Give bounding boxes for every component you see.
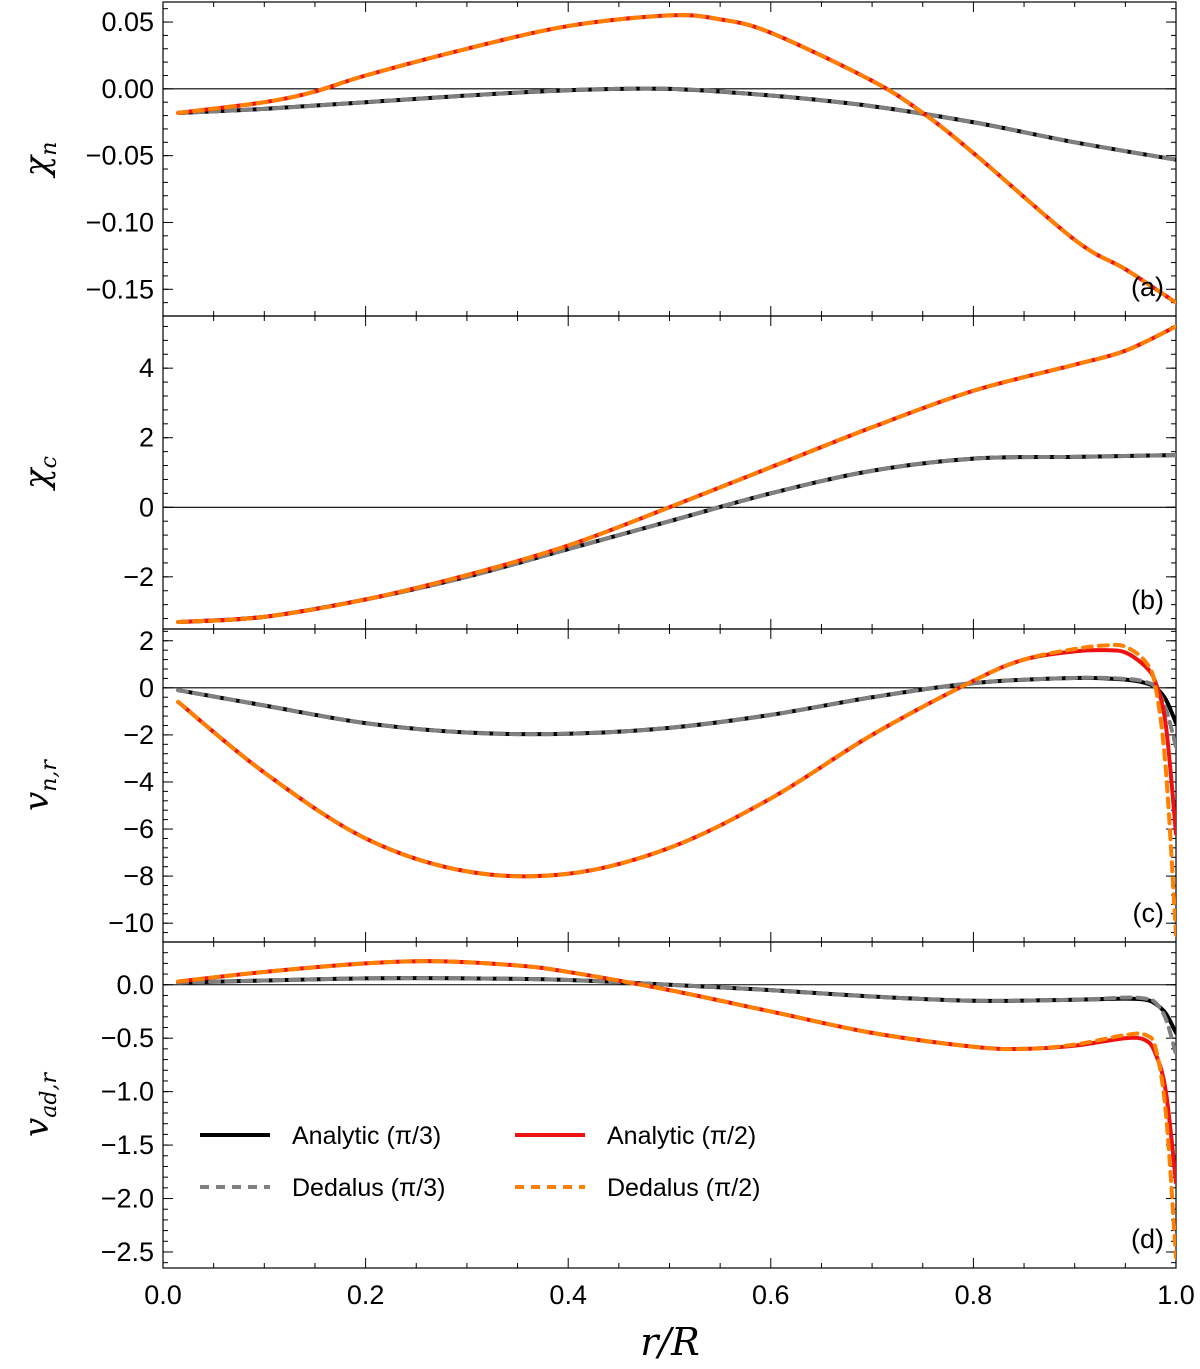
- panel-tag: (d): [1131, 1224, 1164, 1254]
- y-tick-label: 0: [139, 492, 154, 522]
- y-axis-label-sub: c: [37, 456, 62, 468]
- series-analytic-pi3: [176, 86, 1176, 162]
- y-tick-label: −0.15: [86, 274, 154, 304]
- legend-label: Analytic (π/3): [292, 1122, 441, 1150]
- legend-item-dedalus-pi2: Dedalus (π/2): [515, 1174, 760, 1202]
- x-tick-label: 0.6: [752, 1280, 790, 1310]
- y-tick-label: −1.5: [101, 1130, 154, 1160]
- series-analytic-pi2: [176, 324, 1176, 625]
- y-tick-label: 0.0: [116, 970, 154, 1000]
- panel-frame: [162, 1, 1177, 317]
- y-tick-label: −10: [108, 908, 154, 938]
- panels: 0.050.00−0.05−0.10−0.15 (a)χn420−2(b)χc20…: [17, 1, 1177, 1269]
- series-group: [176, 959, 1176, 1260]
- y-axis-label-main: χ: [17, 466, 57, 491]
- x-tick-label: 0.8: [955, 1280, 993, 1310]
- y-tick-label: −2.0: [101, 1184, 154, 1214]
- panel-d: 0.0 −0.5 −1.0 −1.5 −2.0 −2.5 (d) vad,r: [17, 941, 1177, 1269]
- y-tick-label: −2: [123, 562, 154, 592]
- y-axis-label-main: v: [17, 1118, 57, 1137]
- series-dedalus-pi3: [176, 86, 1176, 162]
- series-dedalus-pi2: [176, 642, 1176, 937]
- legend-label: Analytic (π/2): [607, 1122, 756, 1150]
- series-dedalus-pi3: [176, 453, 1176, 625]
- legend-item-dedalus-pi3: Dedalus (π/3): [200, 1174, 445, 1202]
- series-dedalus-pi2: [176, 13, 1176, 305]
- panel-frame: [162, 315, 1177, 630]
- y-tick-label: 0.05: [101, 7, 154, 37]
- y-tick-label: −1.0: [101, 1077, 154, 1107]
- y-tick-label: 2: [139, 626, 154, 656]
- y-tick-label: 0.00: [101, 74, 154, 104]
- y-axis-label-main: v: [17, 792, 57, 811]
- panel-c: 2 0 −2 −4 −6 −8 −10 (c) vn,r: [17, 626, 1177, 943]
- x-axis-label: r/R: [640, 1320, 700, 1364]
- y-axis-label: vad,r: [17, 1072, 62, 1137]
- y-tick-label: −2.5: [101, 1237, 154, 1267]
- x-tick-label: 0.4: [549, 1280, 587, 1310]
- y-tick-label: −4: [123, 767, 154, 797]
- series-dedalus-pi3: [176, 976, 1176, 1057]
- y-axis-label: χn: [17, 142, 62, 179]
- series-group: [176, 324, 1176, 625]
- y-tick-label: −0.10: [86, 207, 154, 237]
- series-dedalus-pi2: [176, 959, 1176, 1260]
- panel-b: 4 2 0 −2 (b) χc: [17, 315, 1177, 630]
- x-axis: 0.0 0.2 0.4 0.6 0.8 1.0: [144, 1280, 1195, 1310]
- series-analytic-pi3: [176, 453, 1176, 625]
- y-axis-label-sub: n,r: [37, 759, 62, 792]
- legend-item-analytic-pi2: Analytic (π/2): [515, 1122, 756, 1150]
- legend: Analytic (π/3) Analytic (π/2) Dedalus (π/3…: [200, 1122, 760, 1202]
- series-dedalus-pi2: [176, 324, 1176, 625]
- x-tick-label: 1.0: [1157, 1280, 1195, 1310]
- y-tick-label: −0.5: [101, 1023, 154, 1053]
- x-tick-label: 0.2: [347, 1280, 385, 1310]
- series-group: [176, 13, 1176, 305]
- y-axis-label: vn,r: [17, 759, 62, 811]
- series-analytic-pi2: [176, 13, 1176, 305]
- y-tick-label: −0.05: [86, 141, 154, 171]
- panel-a: 0.05 0.00 −0.05 −0.10 −0.15 (a) χn: [17, 1, 1177, 317]
- series-dedalus-pi3: [176, 675, 1176, 749]
- y-axis-label-sub: n: [37, 142, 62, 156]
- legend-label: Dedalus (π/2): [607, 1174, 760, 1202]
- series-analytic-pi2: [176, 648, 1176, 879]
- panel-tag: (b): [1131, 585, 1164, 615]
- x-tick-label: 0.0: [144, 1280, 182, 1310]
- panel-tag: (a): [1131, 272, 1164, 302]
- series-group: [176, 642, 1176, 937]
- y-tick-label: 2: [139, 423, 154, 453]
- panel-frame: [162, 628, 1177, 943]
- y-axis-label-main: χ: [17, 153, 57, 178]
- y-tick-label: 0: [139, 673, 154, 703]
- y-tick-label: −6: [123, 814, 154, 844]
- y-tick-label: −8: [123, 861, 154, 891]
- y-tick-label: −2: [123, 720, 154, 750]
- y-axis-label-sub: ad,r: [37, 1072, 62, 1118]
- panel-tag: (c): [1133, 898, 1164, 928]
- y-tick-label: 4: [139, 353, 154, 383]
- legend-item-analytic-pi3: Analytic (π/3): [200, 1122, 441, 1150]
- y-axis-label: χc: [17, 456, 62, 491]
- legend-label: Dedalus (π/3): [292, 1174, 445, 1202]
